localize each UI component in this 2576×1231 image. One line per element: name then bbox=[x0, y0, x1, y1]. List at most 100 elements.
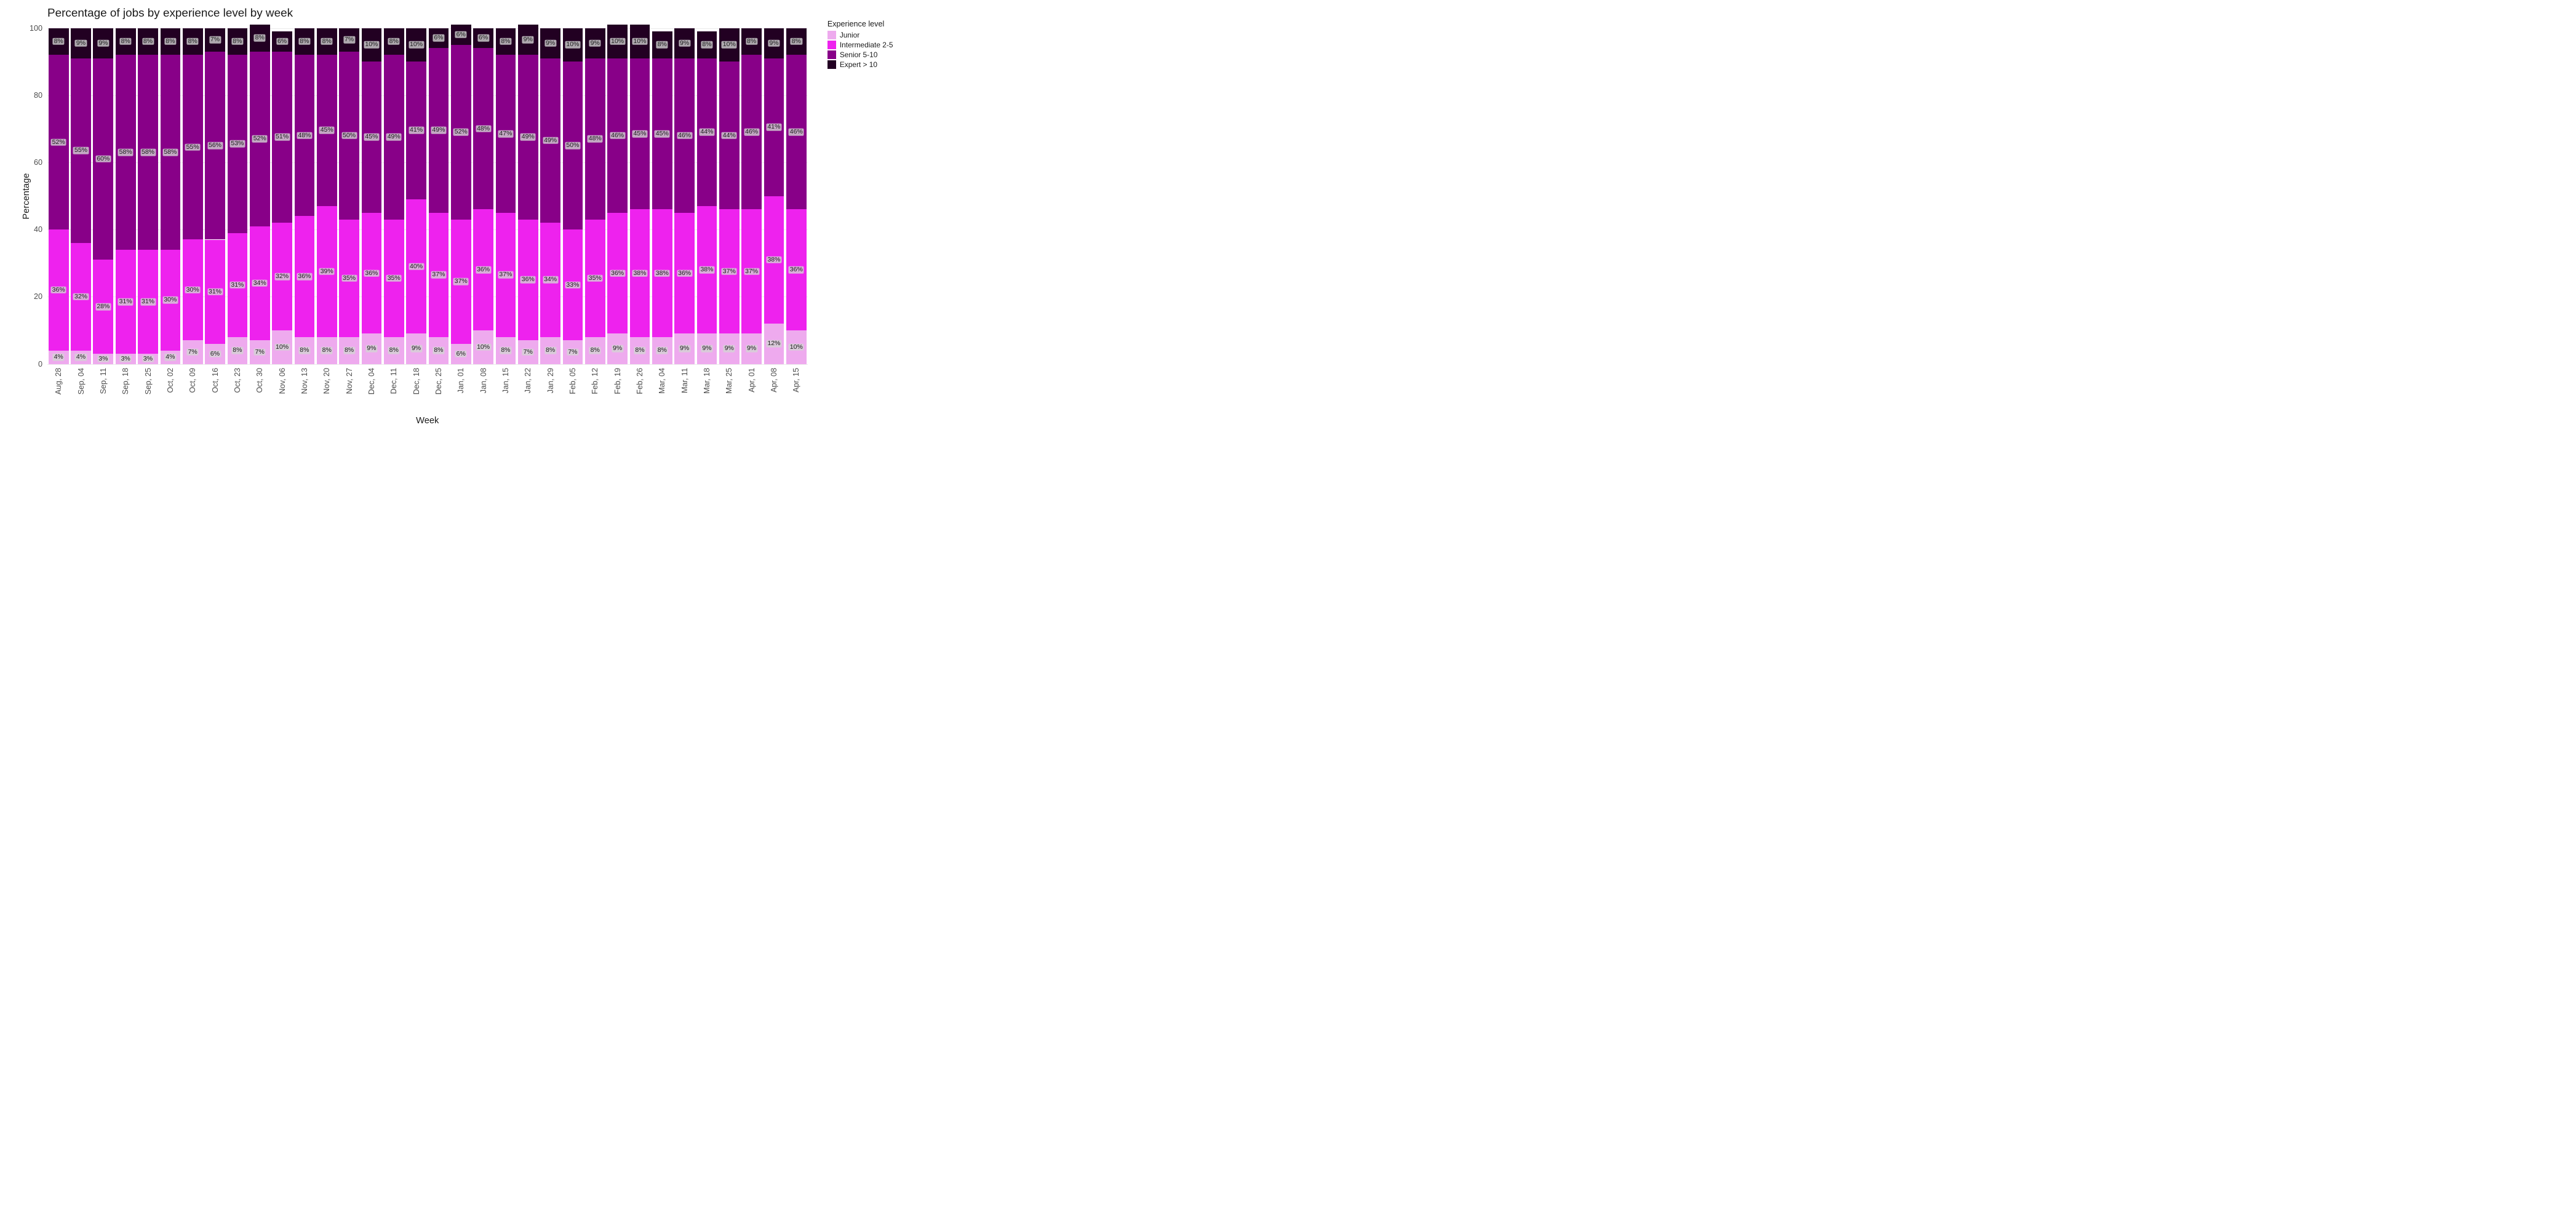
bar-segment-label: 36% bbox=[610, 269, 625, 277]
plot-area: 0204060801004%36%52%8%Aug, 284%32%55%9%S… bbox=[47, 28, 808, 364]
x-tick-label: Jan, 22 bbox=[524, 368, 532, 393]
bar-segment-label: 33% bbox=[565, 281, 580, 289]
bar-segment-label: 7% bbox=[343, 36, 355, 44]
x-tick-label: Sep, 04 bbox=[77, 368, 86, 394]
x-axis-title: Week bbox=[416, 416, 439, 426]
bar-segment-label: 31% bbox=[140, 298, 156, 306]
bar-segment-label: 4% bbox=[53, 354, 65, 361]
x-tick-label: Dec, 25 bbox=[434, 368, 443, 394]
bar-segment-label: 58% bbox=[162, 149, 178, 156]
bar-segment-label: 8% bbox=[500, 347, 511, 354]
bar-column: 4%30%58%8% bbox=[161, 28, 181, 364]
bar-segment-label: 46% bbox=[744, 129, 759, 136]
bar-segment-label: 36% bbox=[520, 276, 536, 284]
bar-column: 7%34%52%8% bbox=[250, 28, 270, 364]
bar-segment-label: 9% bbox=[365, 345, 377, 353]
bar-segment-label: 6% bbox=[276, 38, 288, 46]
bar-segment-label: 7% bbox=[522, 349, 534, 356]
bar-segment-label: 47% bbox=[498, 130, 513, 138]
bars-layer: 4%36%52%8%Aug, 284%32%55%9%Sep, 043%28%6… bbox=[47, 28, 808, 364]
y-axis-title: Percentage bbox=[22, 173, 31, 219]
y-tick-label: 60 bbox=[34, 158, 47, 167]
x-tick-label: Apr, 08 bbox=[770, 368, 778, 392]
bar-segment-label: 8% bbox=[746, 38, 757, 46]
bar-segment-label: 3% bbox=[97, 356, 109, 363]
bar-segment-label: 10% bbox=[722, 41, 737, 49]
bar-segment-label: 7% bbox=[254, 349, 266, 356]
bar-segment-label: 9% bbox=[75, 39, 87, 47]
x-tick-label: Nov, 27 bbox=[345, 368, 354, 394]
bar-segment-label: 9% bbox=[522, 36, 534, 44]
bar-segment-label: 9% bbox=[410, 345, 422, 353]
bar-column: 8%35%48%9% bbox=[585, 28, 605, 364]
bar-segment-label: 52% bbox=[252, 135, 268, 143]
bar-segment-label: 36% bbox=[364, 269, 379, 277]
bar-segment-label: 52% bbox=[453, 129, 469, 136]
bar-segment-label: 4% bbox=[164, 354, 176, 361]
legend-item-junior: Junior bbox=[827, 31, 893, 39]
bar-column: 8%34%49%9% bbox=[540, 28, 560, 364]
bar-segment-label: 41% bbox=[409, 127, 424, 134]
bar-segment-label: 10% bbox=[565, 41, 580, 49]
bar-segment-label: 49% bbox=[520, 133, 536, 141]
bar-segment-label: 8% bbox=[142, 38, 154, 46]
x-tick-label: Dec, 18 bbox=[412, 368, 421, 394]
legend-label: Senior 5-10 bbox=[840, 50, 877, 59]
legend-swatch bbox=[827, 60, 836, 69]
bar-segment-label: 44% bbox=[722, 132, 737, 139]
bar-segment-label: 38% bbox=[699, 266, 714, 274]
y-tick-label: 0 bbox=[38, 360, 47, 369]
legend-swatch bbox=[827, 41, 836, 49]
bar-segment-label: 9% bbox=[589, 39, 601, 47]
bar-segment-label: 31% bbox=[118, 298, 134, 306]
bar-segment-label: 10% bbox=[632, 38, 647, 46]
bar-segment-label: 8% bbox=[701, 41, 712, 49]
x-tick-label: Apr, 01 bbox=[748, 368, 756, 392]
bar-segment-label: 40% bbox=[409, 263, 424, 270]
x-tick-label: Dec, 04 bbox=[367, 368, 376, 394]
bar-column: 3%31%58%8% bbox=[138, 28, 158, 364]
bar-segment-label: 37% bbox=[498, 271, 513, 279]
bar-segment-label: 8% bbox=[589, 347, 601, 354]
bar-segment-label: 41% bbox=[766, 124, 781, 131]
bar-segment-label: 9% bbox=[612, 345, 623, 353]
bar-column: 8%36%48%8% bbox=[295, 28, 315, 364]
bar-segment-label: 30% bbox=[185, 287, 201, 294]
legend-label: Junior bbox=[840, 31, 859, 39]
y-tick-label: 20 bbox=[34, 292, 47, 301]
bar-segment-label: 8% bbox=[187, 38, 199, 46]
bar-segment-label: 8% bbox=[343, 347, 355, 354]
x-tick-label: Sep, 11 bbox=[99, 368, 108, 394]
bar-segment-label: 50% bbox=[341, 132, 357, 139]
bar-segment-label: 28% bbox=[95, 303, 111, 311]
bar-segment-label: 7% bbox=[567, 349, 578, 356]
bar-segment-label: 8% bbox=[388, 38, 400, 46]
bar-segment-label: 45% bbox=[632, 130, 647, 138]
bar-segment-label: 30% bbox=[162, 297, 178, 304]
x-tick-label: Oct, 02 bbox=[166, 368, 175, 393]
y-tick-label: 80 bbox=[34, 91, 47, 100]
bar-column: 4%32%55%9% bbox=[71, 28, 91, 364]
bar-segment-label: 6% bbox=[209, 350, 221, 357]
chart-container: Percentage of jobs by experience level b… bbox=[0, 0, 901, 431]
bar-segment-label: 31% bbox=[207, 288, 223, 295]
bar-column: 12%38%41%9% bbox=[764, 28, 784, 364]
bar-segment-label: 44% bbox=[699, 129, 714, 136]
bar-segment-label: 6% bbox=[433, 34, 444, 42]
bar-segment-label: 32% bbox=[73, 293, 89, 301]
x-tick-label: Feb, 12 bbox=[591, 368, 599, 394]
x-tick-label: Apr, 15 bbox=[792, 368, 800, 392]
legend-label: Expert > 10 bbox=[840, 60, 877, 69]
bar-segment-label: 8% bbox=[544, 347, 556, 354]
legend: Experience levelJuniorIntermediate 2-5Se… bbox=[827, 20, 893, 70]
bar-segment-label: 37% bbox=[722, 268, 737, 276]
bar-column: 9%37%46%8% bbox=[741, 28, 762, 364]
bar-segment-label: 35% bbox=[588, 275, 603, 282]
y-gridline bbox=[47, 364, 808, 365]
x-tick-label: Feb, 05 bbox=[568, 368, 577, 394]
bar-segment-label: 34% bbox=[252, 280, 268, 287]
bar-segment-label: 46% bbox=[789, 129, 804, 136]
bar-segment-label: 3% bbox=[120, 356, 132, 363]
bar-segment-label: 36% bbox=[677, 269, 692, 277]
bar-column: 9%37%44%10% bbox=[719, 28, 740, 364]
